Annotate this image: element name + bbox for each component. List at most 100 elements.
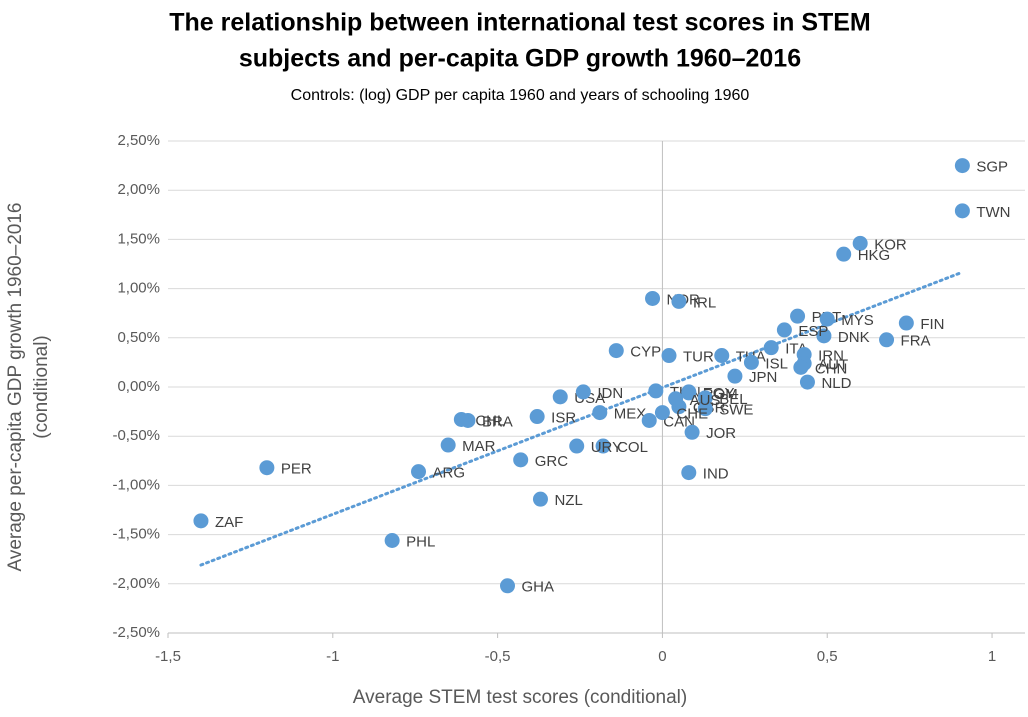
point-label: TWN: [976, 204, 1010, 221]
point: [681, 465, 697, 481]
point-label: ISR: [551, 409, 576, 426]
point-label: ESP: [798, 323, 828, 340]
point-label: FIN: [920, 316, 944, 333]
y-tick-label: -1,00%: [112, 476, 160, 493]
point-label: BRA: [482, 413, 513, 430]
point-label: AUT: [818, 356, 848, 373]
point: [671, 293, 687, 309]
point: [641, 412, 657, 428]
point-label: NLD: [821, 375, 851, 392]
point-label: IDN: [597, 385, 623, 402]
point: [790, 308, 806, 324]
y-tick-label: 0,50%: [117, 329, 160, 346]
point-label: IRL: [693, 294, 716, 311]
point-label: NZL: [554, 492, 582, 509]
point: [575, 384, 591, 400]
point: [714, 348, 730, 364]
point: [648, 383, 664, 399]
point-label: JOR: [706, 425, 736, 442]
point-label: MYS: [841, 312, 874, 329]
chart-title: The relationship between international t…: [169, 9, 871, 37]
y-tick-label: 2,00%: [117, 181, 160, 198]
point: [684, 424, 700, 440]
x-tick-label: 0,5: [817, 648, 838, 665]
y-tick-label: 2,50%: [117, 132, 160, 149]
point-label: PER: [281, 461, 312, 478]
point-label: GRC: [535, 453, 569, 470]
point: [384, 533, 400, 549]
point: [193, 513, 209, 529]
x-tick-label: 1: [988, 648, 996, 665]
point-label: CAN: [663, 413, 695, 430]
point: [453, 411, 469, 427]
point-label: URY: [591, 439, 622, 456]
point: [799, 374, 815, 390]
point-label: MAR: [462, 438, 496, 455]
point: [500, 578, 516, 594]
point-label: HKG: [858, 247, 891, 264]
point-label: JPN: [749, 369, 777, 386]
point-label: KOR: [874, 236, 907, 253]
x-tick-label: -1: [326, 648, 339, 665]
point-label: CYP: [630, 344, 661, 361]
point: [592, 405, 608, 421]
point: [819, 311, 835, 327]
y-axis-title: (conditional): [31, 335, 52, 439]
point: [697, 390, 713, 406]
point: [668, 391, 684, 407]
point-label: IND: [703, 466, 729, 483]
point-label: ARG: [433, 465, 466, 482]
y-tick-label: -2,00%: [112, 575, 160, 592]
point-label: ISL: [765, 355, 788, 372]
point-label: CHE: [676, 406, 708, 423]
point-label: CHN: [815, 360, 848, 377]
x-tick-label: 0: [658, 648, 666, 665]
point: [763, 340, 779, 356]
point: [816, 328, 832, 344]
y-axis-title: Average per-capita GDP growth 1960–2016: [5, 203, 26, 572]
point-label: BEL: [719, 391, 747, 408]
point-label: CHL: [475, 412, 505, 429]
point: [529, 409, 545, 425]
point-label: COL: [617, 439, 648, 456]
point-label: IRN: [818, 347, 844, 364]
point-label: AUS: [690, 392, 721, 409]
point-label: FRA: [901, 333, 931, 350]
point: [645, 290, 661, 306]
point: [552, 389, 568, 405]
point: [879, 332, 895, 348]
point: [852, 235, 868, 251]
point: [793, 359, 809, 375]
point: [681, 384, 697, 400]
point: [836, 246, 852, 262]
point: [654, 405, 670, 421]
point-label: SGP: [976, 159, 1008, 176]
point: [513, 452, 529, 468]
point-label: SWE: [719, 402, 753, 419]
point: [608, 343, 624, 359]
point: [898, 315, 914, 331]
point: [661, 348, 677, 364]
y-tick-label: 1,50%: [117, 230, 160, 247]
point: [743, 354, 759, 370]
point: [411, 464, 427, 480]
y-tick-label: -2,50%: [112, 624, 160, 641]
point: [954, 158, 970, 174]
point: [259, 460, 275, 476]
y-tick-label: 0,00%: [117, 378, 160, 395]
point: [532, 491, 548, 507]
y-tick-label: 1,00%: [117, 280, 160, 297]
point-label: TUR: [683, 348, 714, 365]
point-label: PHL: [406, 533, 435, 550]
point-label: ZAF: [215, 514, 243, 531]
point: [776, 322, 792, 338]
chart-title: subjects and per-capita GDP growth 1960–…: [239, 45, 801, 73]
point-label: MEX: [614, 406, 647, 423]
x-tick-label: -1,5: [155, 648, 181, 665]
point-label: DNK: [838, 329, 870, 346]
y-tick-label: -0,50%: [112, 427, 160, 444]
point-label: GHA: [522, 579, 555, 596]
point: [595, 438, 611, 454]
chart-subtitle: Controls: (log) GDP per capita 1960 and …: [291, 87, 750, 104]
